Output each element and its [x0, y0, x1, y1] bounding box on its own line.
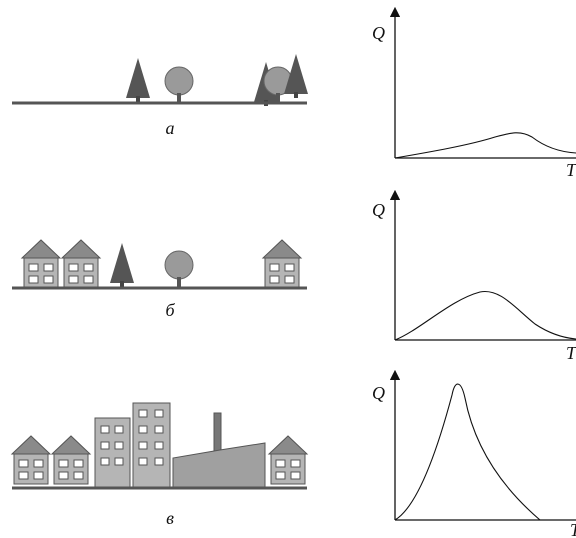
house: [22, 240, 60, 288]
y-axis-label: Q: [372, 383, 385, 403]
page: {"panels": [ {"caption": "а", "y_axis": …: [0, 0, 576, 538]
y-axis-label: Q: [372, 23, 385, 43]
landscape-urban: [12, 403, 307, 488]
landscape-suburban: [12, 240, 307, 288]
tree: [126, 58, 150, 102]
figure: а Q T б Q T в: [0, 0, 576, 538]
caption: б: [165, 300, 175, 320]
x-axis-label: T: [566, 343, 576, 363]
bush: [165, 251, 193, 287]
landscape-natural: [12, 54, 308, 106]
bush: [165, 67, 193, 103]
house: [52, 436, 90, 484]
caption: а: [166, 118, 175, 138]
hydrograph: [395, 384, 540, 520]
house: [263, 240, 301, 288]
hydrograph: [395, 291, 576, 340]
chimney: [214, 413, 221, 453]
x-axis-label: T: [566, 160, 576, 180]
building: [95, 418, 130, 488]
house: [62, 240, 100, 288]
hydrograph: [395, 133, 576, 158]
factory: [173, 443, 265, 488]
house: [269, 436, 307, 484]
x-axis-label: T: [570, 520, 576, 538]
tree: [110, 243, 134, 287]
y-axis-label: Q: [372, 200, 385, 220]
house: [12, 436, 50, 484]
caption: в: [166, 508, 174, 528]
